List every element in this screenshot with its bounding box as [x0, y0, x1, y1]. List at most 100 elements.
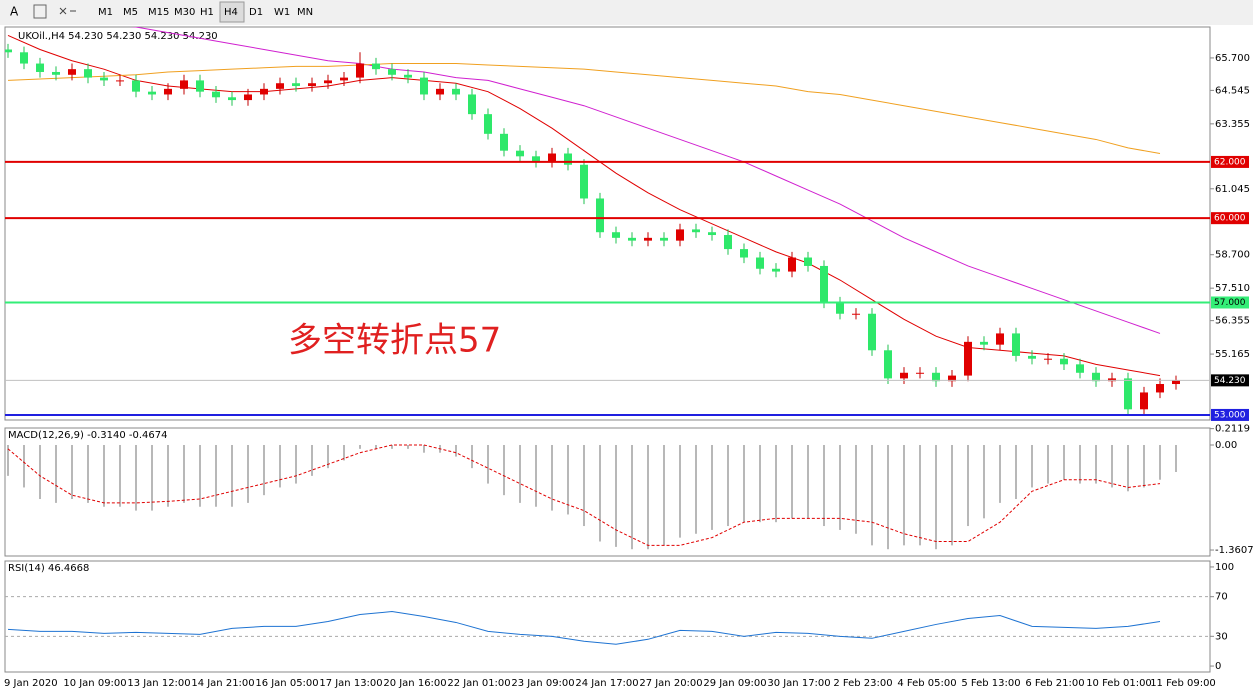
- candle-body: [292, 83, 300, 87]
- candle-body: [100, 77, 108, 81]
- x-tick-label: 17 Jan 13:00: [319, 678, 382, 689]
- x-tick-label: 10 Jan 09:00: [63, 678, 126, 689]
- candle-body: [228, 97, 236, 101]
- level-label: 53.000: [1214, 410, 1246, 420]
- main-panel: [4, 26, 1211, 421]
- candle-body: [820, 265, 828, 303]
- candle-body: [276, 83, 284, 89]
- x-tick-label: 4 Feb 05:00: [897, 678, 956, 689]
- candle-body: [596, 198, 604, 233]
- candle-body: [900, 372, 908, 379]
- candle-body: [468, 94, 476, 115]
- candle-body: [788, 257, 796, 272]
- candle-body: [1156, 384, 1164, 393]
- candle-body: [132, 80, 140, 92]
- timeframe-button[interactable]: W1: [274, 7, 290, 18]
- candle-body: [1172, 380, 1180, 385]
- x-tick-label: 27 Jan 20:00: [639, 678, 702, 689]
- candle-body: [740, 249, 748, 258]
- candle-body: [868, 313, 876, 351]
- toolbar: [0, 0, 1253, 25]
- x-tick-label: 29 Jan 09:00: [703, 678, 766, 689]
- candle-body: [932, 372, 940, 382]
- x-tick-label: 23 Jan 09:00: [511, 678, 574, 689]
- candle-body: [84, 69, 92, 78]
- candle-body: [836, 302, 844, 314]
- candle-body: [644, 237, 652, 241]
- timeframe-button[interactable]: M1: [98, 7, 113, 18]
- candle-body: [20, 52, 28, 64]
- candle-body: [260, 88, 268, 95]
- y-tick-label: 57.510: [1215, 283, 1250, 294]
- x-tick-label: 13 Jan 12:00: [127, 678, 190, 689]
- x-tick-label: 2 Feb 23:00: [833, 678, 892, 689]
- candle-body: [1124, 378, 1132, 410]
- candle-body: [612, 232, 620, 238]
- candle-body: [180, 80, 188, 89]
- y-tick-label: 58.700: [1215, 250, 1250, 261]
- candle-body: [356, 63, 364, 78]
- candle-body: [756, 257, 764, 269]
- level-label: 62.000: [1214, 157, 1246, 167]
- y-tick-label: 65.700: [1215, 53, 1250, 64]
- macd-panel: [4, 427, 1211, 557]
- candle-body: [500, 133, 508, 151]
- candle-body: [1012, 333, 1020, 356]
- macd-title: MACD(12,26,9) -0.3140 -0.4674: [8, 430, 168, 441]
- x-tick-label: 11 Feb 09:00: [1150, 678, 1216, 689]
- timeframe-button[interactable]: H4: [224, 7, 238, 18]
- x-tick-label: 22 Jan 01:00: [447, 678, 510, 689]
- candle-body: [516, 150, 524, 157]
- main-title: UKOil.,H4 54.230 54.230 54.230 54.230: [18, 31, 218, 42]
- y-tick-label: 56.355: [1215, 316, 1250, 327]
- candle-body: [580, 164, 588, 199]
- candle-body: [404, 74, 412, 78]
- candle-body: [308, 83, 316, 87]
- moving-average: [130, 27, 1161, 334]
- candle-body: [852, 313, 860, 315]
- candle-body: [388, 69, 396, 75]
- moving-average: [7, 63, 1161, 154]
- candle-body: [996, 333, 1004, 345]
- candle-body: [948, 375, 956, 382]
- y-tick-label: 64.545: [1215, 85, 1250, 96]
- candle-body: [324, 80, 332, 84]
- candle-body: [5, 49, 12, 53]
- candle-body: [1076, 364, 1084, 373]
- level-label-box: [1211, 155, 1249, 168]
- timeframe-button[interactable]: D1: [249, 7, 263, 18]
- candle-body: [116, 80, 124, 82]
- plot-area: [5, 27, 1180, 415]
- timeframe-button[interactable]: H1: [200, 7, 214, 18]
- timeframe-button[interactable]: M30: [174, 7, 195, 18]
- y-tick-label: 30: [1215, 631, 1228, 642]
- candle-body: [804, 257, 812, 266]
- candle-body: [52, 71, 60, 75]
- candle-body: [964, 341, 972, 376]
- x-tick-label: 30 Jan 17:00: [767, 678, 830, 689]
- candle-body: [68, 69, 76, 75]
- annotation: 多空转折点57: [288, 321, 501, 361]
- timeframe-button[interactable]: M5: [123, 7, 138, 18]
- x-tick-label: 20 Jan 16:00: [383, 678, 446, 689]
- candle-body: [1060, 358, 1068, 365]
- timeframe-button[interactable]: MN: [297, 7, 313, 18]
- candle-body: [372, 63, 380, 70]
- candle-body: [884, 350, 892, 379]
- candle-body: [340, 77, 348, 81]
- candle-body: [660, 237, 668, 241]
- level-label-box: [1211, 212, 1249, 225]
- y-tick-label: 0: [1215, 661, 1221, 672]
- candle-body: [452, 88, 460, 95]
- candle-body: [916, 372, 924, 374]
- level-label: 54.230: [1214, 376, 1246, 386]
- candle-body: [1108, 378, 1116, 382]
- level-label-box: [1211, 374, 1249, 387]
- x-tick-label: 14 Jan 21:00: [191, 678, 254, 689]
- timeframe-button[interactable]: M15: [148, 7, 169, 18]
- rsi-panel: [4, 560, 1211, 673]
- level-label-box: [1211, 296, 1249, 309]
- candle-body: [36, 63, 44, 72]
- x-tick-label: 16 Jan 05:00: [255, 678, 318, 689]
